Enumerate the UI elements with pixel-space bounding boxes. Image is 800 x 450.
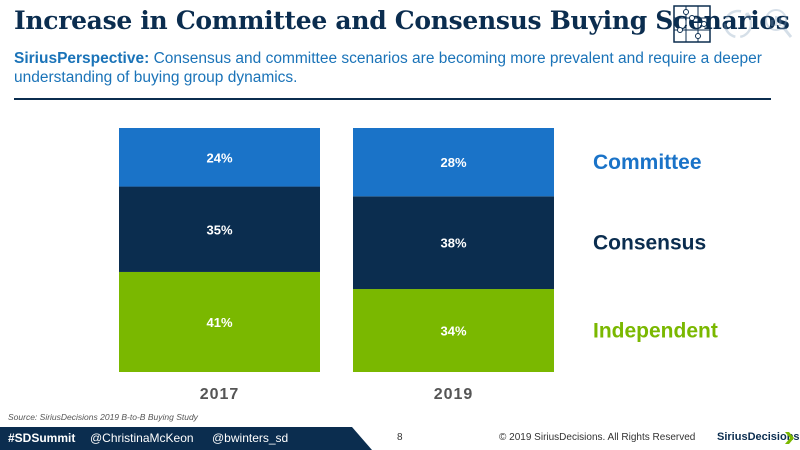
bar-independent-2019: [353, 289, 554, 372]
data-label: 24%: [206, 150, 232, 165]
cycle-icon: [723, 9, 753, 39]
category-label: 2017: [200, 386, 240, 403]
brand-logo: SiriusDecisions: [717, 431, 800, 443]
legend-committee: Committee: [593, 151, 702, 174]
brand-arrow-icon: [785, 432, 794, 444]
page-number: 8: [397, 432, 403, 443]
bar-committee-2019: [353, 128, 554, 197]
copyright: © 2019 SiriusDecisions. All Rights Reser…: [499, 432, 696, 443]
header-icons: [672, 4, 794, 44]
puzzle-icon: [673, 5, 711, 43]
slide-title: Increase in Committee and Consensus Buyi…: [14, 6, 790, 35]
header-divider: [14, 98, 771, 100]
legend-consensus: Consensus: [593, 232, 706, 255]
twitter-handle: @ChristinaMcKeon: [90, 431, 194, 445]
perspective-label: SiriusPerspective:: [14, 50, 150, 67]
twitter-handle: @bwinters_sd: [212, 431, 289, 445]
data-label: 41%: [206, 315, 232, 330]
magnifier-chart-icon: [765, 9, 793, 38]
bar-independent-2017: [119, 271, 320, 372]
data-label: 38%: [440, 236, 466, 251]
data-label: 34%: [440, 324, 466, 339]
category-label: 2019: [434, 386, 474, 403]
hashtag: #SDSummit: [8, 431, 76, 445]
perspective-text: Consensus and committee scenarios are be…: [14, 50, 762, 86]
data-label: 35%: [206, 222, 232, 237]
footer-social-bar: [0, 427, 372, 450]
data-label: 28%: [440, 155, 466, 170]
bar-consensus-2019: [353, 196, 554, 290]
footer: #SDSummit @ChristinaMcKeon @bwinters_sd …: [0, 427, 800, 450]
sirius-perspective: SiriusPerspective: Consensus and committ…: [14, 49, 774, 87]
legend-independent: Independent: [593, 320, 718, 343]
bar-committee-2017: [119, 128, 320, 187]
source-note: Source: SiriusDecisions 2019 B-to-B Buyi…: [8, 412, 198, 422]
bar-consensus-2017: [119, 186, 320, 272]
